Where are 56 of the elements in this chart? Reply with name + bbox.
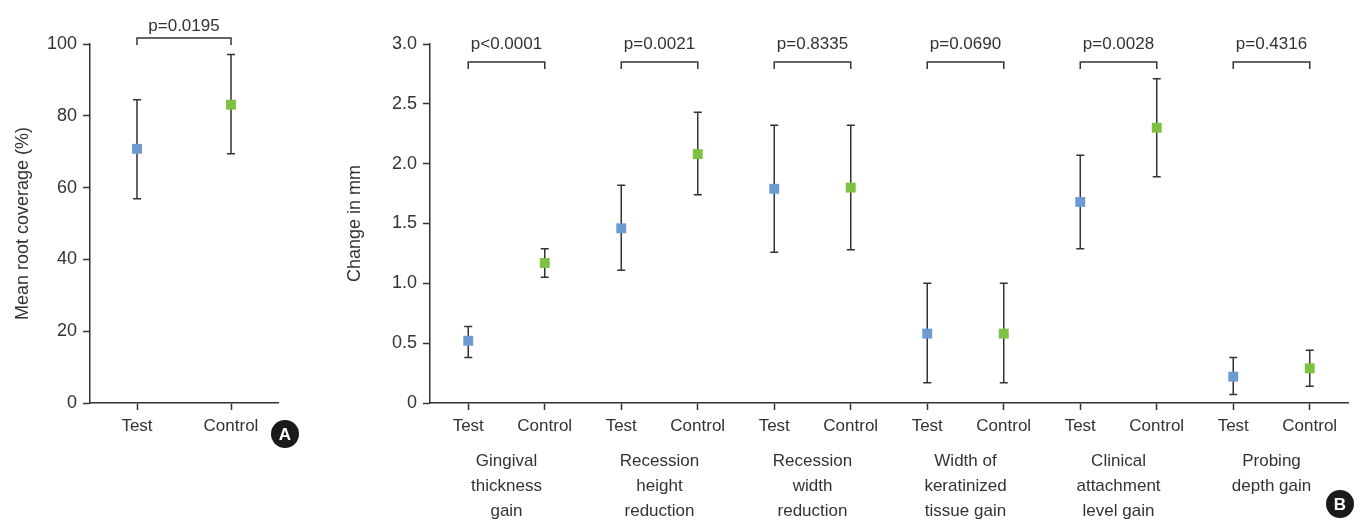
point (616, 223, 627, 234)
x-tick-label: Control (203, 415, 259, 435)
x-tick-label: Control (823, 415, 879, 435)
y-tick-label: 60 (56, 176, 77, 197)
y-tick-label: 1.0 (391, 272, 417, 293)
text: Gingival thickness gain (471, 450, 542, 520)
y-axis-title: Change in mm (343, 164, 364, 283)
y-tick-label: 2.5 (391, 92, 417, 113)
y-tick-label: 0.5 (391, 332, 417, 353)
annotation: p=0.0021 (623, 33, 696, 53)
point (1228, 371, 1239, 382)
x-tick-label: Test (911, 415, 944, 435)
y-tick-label: 100 (46, 32, 77, 53)
annotation: p=0.8335 (776, 33, 849, 53)
text: B (1333, 494, 1347, 514)
point (922, 328, 933, 339)
text: p=0.0195 (148, 15, 220, 35)
text: Recession width reduction (772, 450, 853, 520)
text: Width of keratinized tissue gain (924, 450, 1007, 520)
text: A (278, 424, 292, 444)
point (769, 183, 780, 194)
point (1304, 363, 1315, 374)
point (998, 328, 1009, 339)
y-tick-label: 80 (56, 104, 77, 125)
point (463, 335, 474, 346)
text: Clinical attachment level gain (1076, 450, 1161, 520)
y-tick-label: 3.0 (391, 32, 417, 53)
y-tick-label: 20 (56, 320, 77, 341)
x-tick-label: Test (605, 415, 638, 435)
point (1075, 197, 1086, 207)
x-tick-label: Test (452, 415, 485, 435)
point (692, 149, 703, 160)
x-tick-label: Test (121, 415, 153, 435)
annotation: p=0.0028 (1082, 33, 1155, 53)
annotation: p=0.0690 (929, 33, 1002, 53)
point (845, 182, 856, 193)
point (539, 258, 550, 268)
annotation: p=0.4316 (1235, 33, 1308, 53)
y-tick-label: 40 (56, 248, 77, 269)
x-tick-label: Control (517, 415, 573, 435)
x-tick-label: Control (670, 415, 726, 435)
text: Recession height reduction (619, 450, 700, 520)
y-tick-label: 1.5 (391, 212, 417, 233)
y-tick-label: 2.0 (391, 152, 417, 173)
y-tick-label: 0 (66, 391, 77, 412)
x-tick-label: Test (1217, 415, 1250, 435)
x-tick-label: Test (1064, 415, 1097, 435)
point (1151, 122, 1162, 133)
x-tick-label: Control (1129, 415, 1185, 435)
x-tick-label: Test (758, 415, 791, 435)
text: Probing depth gain (1231, 450, 1312, 495)
x-tick-label: Control (1282, 415, 1338, 435)
y-tick-label: 0 (406, 391, 417, 412)
x-tick-label: Control (976, 415, 1032, 435)
annotation: p<0.0001 (470, 33, 543, 53)
y-axis-title: Mean root coverage (%) (11, 126, 32, 321)
